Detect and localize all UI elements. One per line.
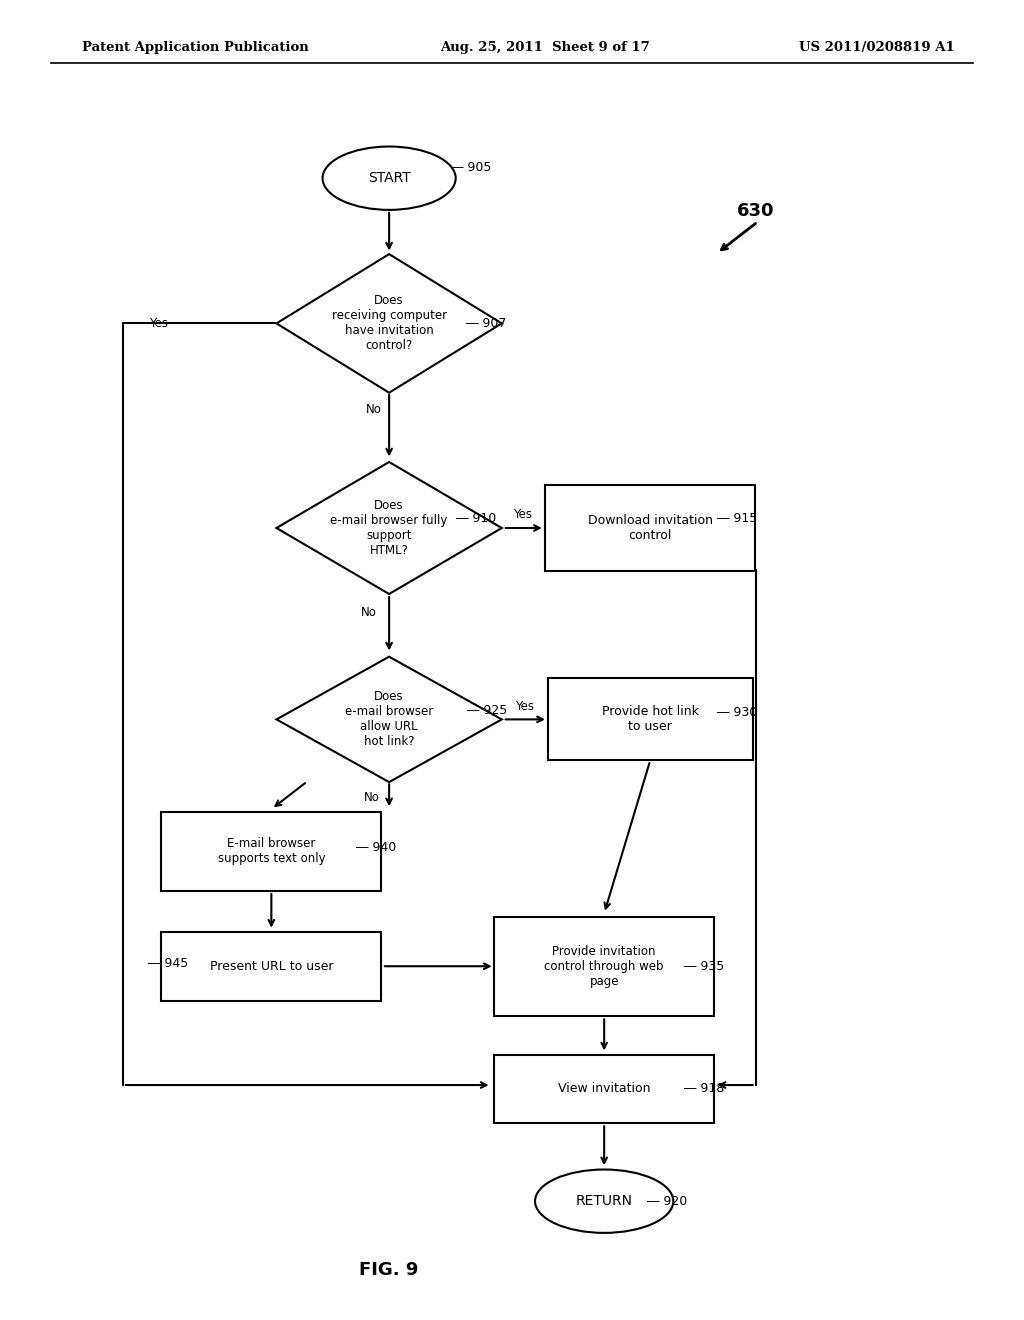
Text: FIG. 9: FIG. 9	[359, 1261, 419, 1279]
Text: ― 920: ― 920	[647, 1195, 687, 1208]
Text: Patent Application Publication: Patent Application Publication	[82, 41, 308, 54]
Text: Yes: Yes	[513, 508, 531, 521]
Text: View invitation: View invitation	[558, 1082, 650, 1096]
Text: ― 905: ― 905	[451, 161, 490, 174]
Text: ― 925: ― 925	[467, 704, 507, 717]
Text: ― 915: ― 915	[717, 512, 757, 525]
Text: Provide hot link
to user: Provide hot link to user	[602, 705, 698, 734]
Text: E-mail browser
supports text only: E-mail browser supports text only	[217, 837, 326, 866]
Text: ― 945: ― 945	[148, 957, 188, 970]
Text: No: No	[364, 791, 380, 804]
Text: ― 910: ― 910	[456, 512, 496, 525]
Text: ― 930: ― 930	[717, 706, 757, 719]
Text: Present URL to user: Present URL to user	[210, 960, 333, 973]
Text: Download invitation
control: Download invitation control	[588, 513, 713, 543]
Text: Aug. 25, 2011  Sheet 9 of 17: Aug. 25, 2011 Sheet 9 of 17	[440, 41, 650, 54]
Text: ― 907: ― 907	[466, 317, 506, 330]
Text: RETURN: RETURN	[575, 1195, 633, 1208]
Text: ― 935: ― 935	[684, 960, 724, 973]
Text: US 2011/0208819 A1: US 2011/0208819 A1	[799, 41, 954, 54]
Text: No: No	[360, 606, 377, 619]
Text: Provide invitation
control through web
page: Provide invitation control through web p…	[545, 945, 664, 987]
Text: ― 940: ― 940	[356, 841, 396, 854]
Text: Does
e-mail browser
allow URL
hot link?: Does e-mail browser allow URL hot link?	[345, 690, 433, 748]
Text: Does
e-mail browser fully
support
HTML?: Does e-mail browser fully support HTML?	[331, 499, 447, 557]
Text: START: START	[368, 172, 411, 185]
Text: Does
receiving computer
have invitation
control?: Does receiving computer have invitation …	[332, 294, 446, 352]
Text: Yes: Yes	[515, 700, 534, 713]
Text: No: No	[366, 403, 382, 416]
Text: Yes: Yes	[150, 317, 168, 330]
Text: ― 918: ― 918	[684, 1082, 724, 1096]
Text: 630: 630	[737, 202, 775, 220]
